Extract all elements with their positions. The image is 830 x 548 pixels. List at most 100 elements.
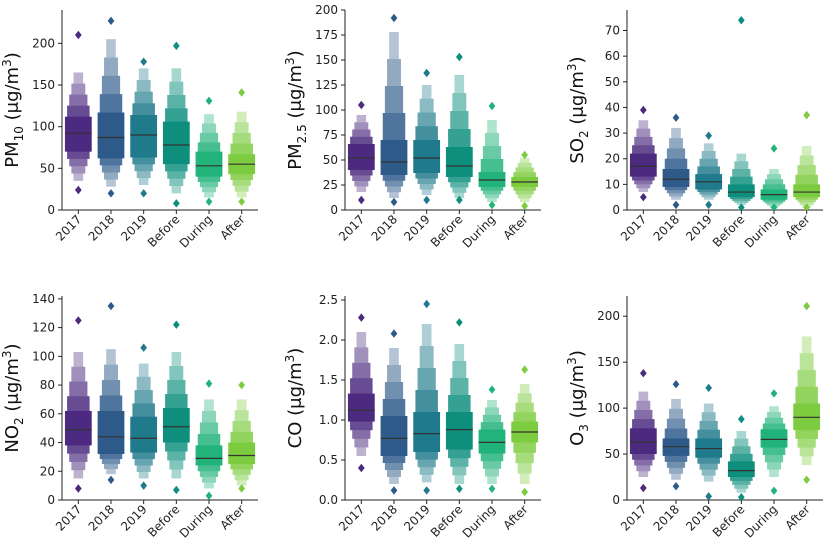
outlier-marker [423,486,431,495]
outlier-marker [803,203,811,212]
y-tick-label: 30 [605,126,620,140]
x-tick-label: 2018 [86,502,117,533]
boxen-level [97,112,125,159]
x-tick-label: 2018 [651,212,682,243]
outlier-marker [672,113,680,122]
outlier-marker [423,68,431,78]
boxen-2019 [413,68,441,205]
outlier-marker [74,484,82,493]
x-tick-label: 2018 [369,212,400,243]
outlier-marker [205,96,213,106]
y-axis-label: O3 (μg/m3) [565,350,591,446]
outlier-marker [639,368,647,378]
y-tick-label: 60 [605,49,620,63]
boxen-level [347,393,375,422]
boxen-level [629,153,657,177]
y-tick-label: 150 [315,53,338,67]
outlier-marker [238,88,246,97]
y-tick-label: 100 [32,120,55,134]
outlier-marker [140,57,148,66]
y-tick-label: 1.5 [319,373,338,387]
outlier-marker [238,484,246,493]
outlier-marker [357,463,365,473]
x-tick-label: After [218,212,248,242]
outlier-marker [488,200,496,210]
boxen-2018 [662,113,690,210]
boxen-after [511,150,539,211]
x-tick-label: During [177,212,215,250]
y-tick-label: 100 [32,349,55,363]
y-tick-label: 75 [323,128,338,142]
outlier-marker [238,197,246,206]
boxen-level [195,151,223,177]
x-tick-label: After [783,212,813,242]
outlier-marker [140,481,148,490]
y-tick-label: 50 [40,161,55,175]
outlier-marker [390,486,398,495]
outlier-marker [672,380,680,389]
outlier-marker [770,486,778,496]
outlier-marker [107,189,115,198]
boxen-level [760,429,788,448]
axis-spines [626,10,823,211]
boxen-during [195,379,223,500]
boxen-after [793,301,821,484]
y-tick-label: 25 [323,178,338,192]
boxen-2018 [380,13,408,207]
boxen-2018 [97,301,125,485]
y-tick-label: 10 [605,177,620,191]
y-tick-label: 40 [605,100,620,114]
outlier-marker [74,30,82,40]
panel-5: 0.00.51.01.52.02.5CO (μg/m3)2017 2018 2019… [283,293,541,541]
boxen-after [793,110,821,212]
y-tick-label: 1.0 [319,413,338,427]
outlier-marker [803,301,811,311]
outlier-marker [737,203,745,212]
boxen-level [478,429,506,454]
boxen-level [445,147,473,177]
y-tick-label: 150 [32,78,55,92]
outlier-marker [172,320,180,329]
boxen-2019 [695,383,723,501]
x-tick-label: After [783,502,813,532]
boxen-during [478,101,506,210]
x-tick-label: 2018 [651,502,682,533]
y-tick-label: 0 [612,493,620,507]
boxen-level [413,140,441,173]
boxen-2019 [130,57,158,198]
outlier-marker [357,195,365,205]
outlier-marker [770,389,778,398]
outlier-marker [705,492,713,501]
outlier-marker [74,185,82,195]
y-tick-label: 150 [597,355,620,369]
outlier-marker [107,475,115,485]
x-tick-label: During [742,502,780,540]
outlier-marker [455,195,463,205]
axis-spines [61,10,258,211]
boxen-level [445,412,473,450]
y-tick-label: 0 [47,203,55,217]
y-tick-label: 70 [605,24,620,38]
x-tick-label: Before [428,502,466,540]
y-tick-label: 0 [47,493,55,507]
outlier-marker [737,16,745,25]
y-axis-label: SO2 (μg/m3) [565,56,591,163]
boxen-level [727,184,755,198]
outlier-marker [672,200,680,210]
outlier-marker [770,203,778,212]
outlier-marker [455,484,463,493]
y-tick-label: 120 [32,321,55,335]
outlier-marker [705,131,713,140]
boxen-2017 [347,313,375,473]
outlier-marker [737,493,745,502]
outlier-marker [172,199,180,208]
boxen-2018 [97,16,125,198]
x-tick-label: 2017 [336,502,367,533]
outlier-marker [357,313,365,322]
outlier-marker [74,316,82,325]
boxen-2017 [629,105,657,202]
x-tick-label: During [177,502,215,540]
y-axis-label: NO2 (μg/m3) [0,343,26,452]
